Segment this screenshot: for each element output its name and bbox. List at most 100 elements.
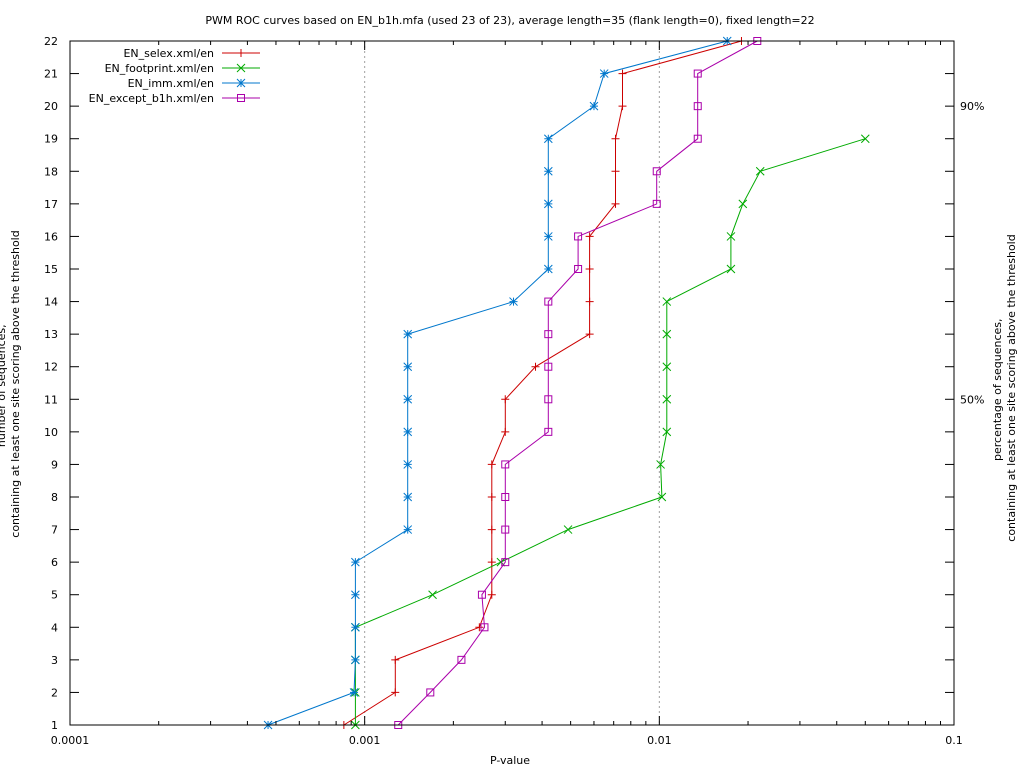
- data-point: [403, 525, 413, 534]
- data-point: [543, 232, 553, 241]
- y-tick-label: 13: [44, 328, 58, 341]
- data-point: [860, 134, 870, 144]
- y-tick-label: 11: [44, 393, 58, 406]
- data-point: [657, 492, 667, 502]
- y-axis-label-line2: containing at least one site scoring abo…: [9, 230, 22, 537]
- y2-axis-label: percentage of sequences, containing at l…: [991, 234, 1018, 541]
- data-point: [726, 264, 736, 274]
- y-tick-label: 5: [51, 589, 58, 602]
- data-point: [403, 394, 413, 404]
- data-point: [487, 493, 496, 501]
- data-point: [585, 330, 594, 339]
- y-axis-label: number of sequences, containing at least…: [0, 230, 22, 537]
- data-point: [236, 63, 246, 73]
- data-point: [585, 232, 594, 241]
- data-point: [574, 265, 583, 273]
- data-point: [652, 199, 661, 208]
- data-point: [477, 590, 486, 599]
- data-point: [349, 688, 359, 697]
- data-point: [501, 395, 510, 404]
- data-point: [391, 655, 400, 664]
- y-tick-label: 21: [44, 68, 58, 81]
- data-point: [611, 167, 620, 176]
- data-point: [403, 427, 413, 437]
- y-tick-label: 2: [51, 686, 58, 699]
- data-point: [662, 427, 672, 437]
- data-point: [531, 362, 540, 371]
- y-tick-label: 3: [51, 654, 58, 667]
- x-tick-label: 0.001: [349, 734, 381, 747]
- series-layer: [263, 36, 870, 730]
- y-tick-label: 14: [44, 296, 58, 309]
- data-point: [618, 102, 627, 111]
- y2-axis-label-line1: percentage of sequences,: [991, 319, 1004, 461]
- y-axis-label-line1: number of sequences,: [0, 324, 8, 447]
- data-point: [351, 590, 360, 600]
- series-group: [339, 37, 746, 729]
- data-point: [574, 232, 583, 241]
- y-tick-label: 10: [44, 426, 58, 439]
- data-point: [428, 590, 437, 600]
- data-point: [662, 394, 672, 404]
- data-point: [755, 166, 765, 176]
- data-point: [543, 166, 553, 176]
- y-tick-label: 6: [51, 556, 58, 569]
- grid-lines: [364, 41, 660, 725]
- data-point: [501, 493, 510, 501]
- data-point: [726, 232, 736, 241]
- data-point: [237, 49, 245, 57]
- x-axis-label: P-value: [490, 754, 530, 767]
- data-point: [693, 69, 702, 78]
- data-point: [693, 134, 702, 143]
- data-point: [611, 199, 620, 208]
- data-point: [351, 655, 360, 665]
- data-point: [403, 329, 413, 339]
- series-line: [397, 40, 758, 726]
- data-point: [457, 655, 466, 664]
- data-point: [501, 427, 510, 436]
- legend: EN_selex.xml/en EN_footprint.xml/en EN_imm…: [89, 47, 260, 105]
- legend-label: EN_imm.xml/en: [128, 77, 214, 90]
- data-point: [487, 558, 496, 567]
- data-point: [543, 134, 553, 144]
- y-tick-label: 22: [44, 35, 58, 48]
- data-point: [487, 590, 496, 599]
- data-point: [480, 623, 489, 632]
- data-point: [237, 94, 245, 102]
- y-tick-label: 1: [51, 719, 58, 732]
- data-point: [652, 167, 661, 176]
- data-point: [544, 362, 553, 371]
- series-line: [267, 40, 728, 726]
- data-point: [544, 395, 553, 404]
- data-point: [585, 265, 594, 273]
- series-line: [343, 40, 742, 726]
- legend-label: EN_except_b1h.xml/en: [89, 92, 214, 105]
- data-point: [501, 525, 510, 534]
- data-point: [544, 297, 553, 306]
- data-point: [501, 558, 510, 567]
- data-point: [403, 492, 413, 502]
- data-point: [611, 134, 620, 143]
- data-point: [391, 688, 400, 697]
- data-point: [426, 688, 435, 697]
- y-tick-label: 16: [44, 230, 58, 243]
- data-point: [662, 362, 672, 372]
- data-point: [585, 297, 594, 306]
- data-point: [662, 297, 672, 306]
- y-tick-label: 8: [51, 491, 58, 504]
- data-point: [487, 460, 496, 469]
- data-point: [589, 101, 599, 111]
- data-point: [543, 264, 553, 274]
- y-tick-label: 19: [44, 133, 58, 146]
- data-point: [543, 199, 553, 209]
- y-tick-label: 18: [44, 165, 58, 178]
- data-point: [351, 557, 360, 567]
- data-point: [475, 623, 484, 632]
- y-tick-label: 20: [44, 100, 58, 113]
- data-point: [656, 460, 665, 469]
- y-tick-label: 17: [44, 198, 58, 211]
- x-tick-label: 0.0001: [51, 734, 90, 747]
- y-tick-label: 15: [44, 263, 58, 276]
